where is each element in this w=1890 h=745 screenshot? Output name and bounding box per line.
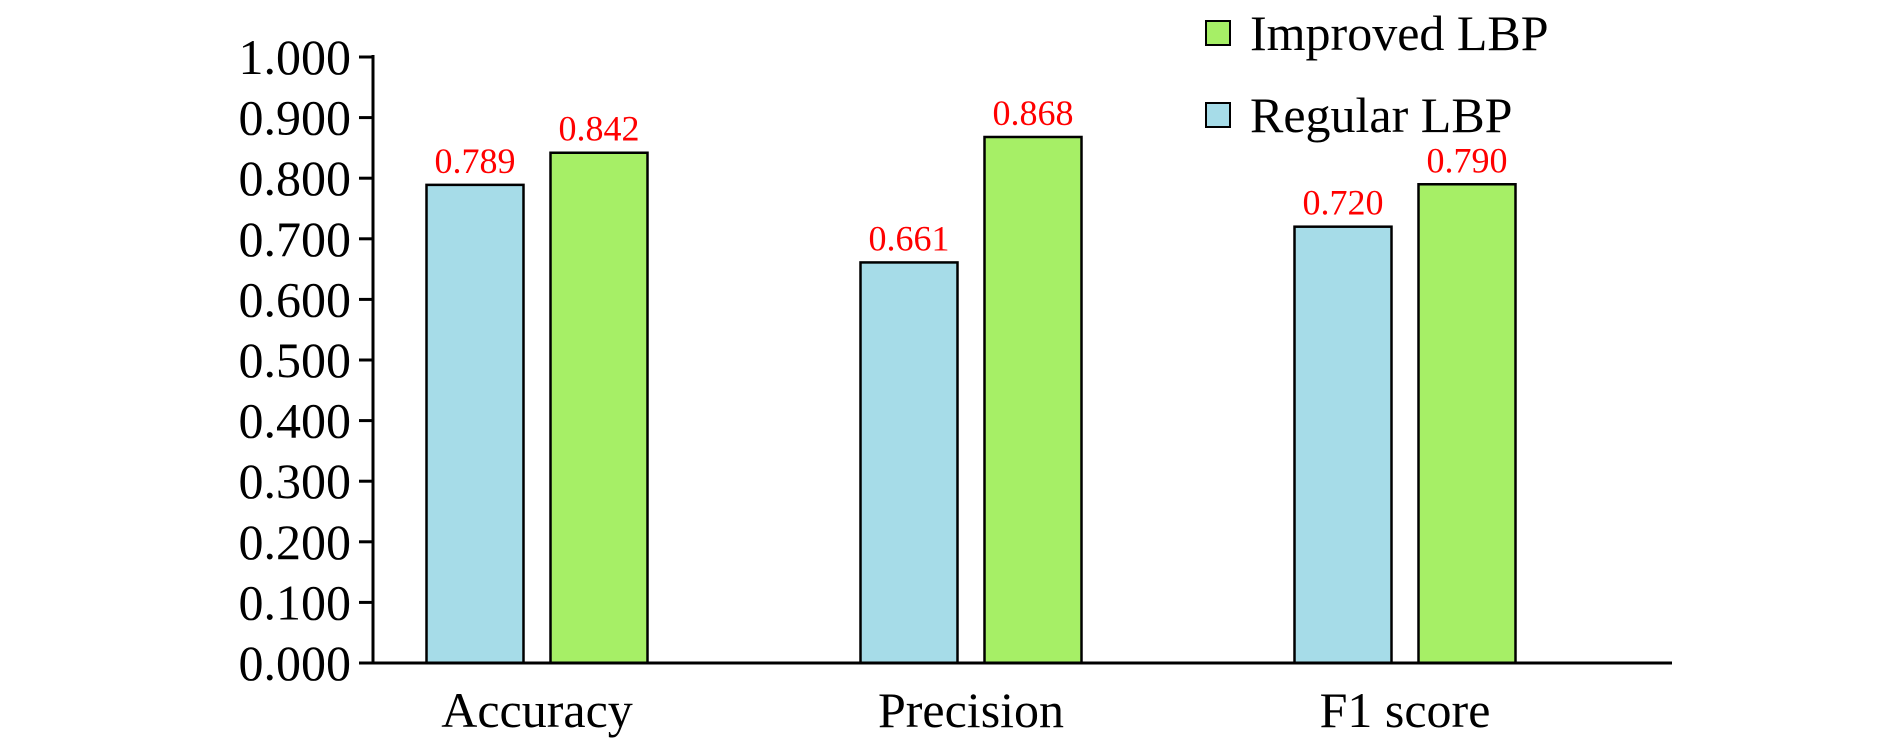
axes-group [371, 55, 1672, 665]
y-tick-label: 0.300 [239, 453, 352, 509]
y-tick-label: 0.900 [239, 90, 352, 146]
y-tick-label: 0.100 [239, 574, 352, 630]
legend-swatch [1205, 20, 1231, 46]
data-label: 0.789 [435, 141, 516, 181]
y-tick-label: 0.500 [239, 332, 352, 388]
legend-swatch [1205, 102, 1231, 128]
y-tick-label: 1.000 [239, 29, 352, 85]
y-tick-label: 0.800 [239, 150, 352, 206]
y-tick-label: 0.000 [239, 635, 352, 691]
bar-regular-lbp-f1-score [1293, 225, 1393, 665]
x-category-label: Accuracy [441, 682, 633, 738]
data-label: 0.868 [993, 93, 1074, 133]
legend-label: Regular LBP [1250, 87, 1512, 143]
x-axis-labels: Accuracy Precision F1 score [441, 682, 1490, 738]
y-tick-label: 0.700 [239, 211, 352, 267]
data-label: 0.842 [559, 109, 640, 149]
bar-regular-lbp-accuracy [425, 183, 525, 665]
y-tick-label: 0.400 [239, 393, 352, 449]
data-label: 0.790 [1427, 140, 1508, 180]
bars-group [425, 135, 1517, 665]
bar-regular-lbp-precision [859, 261, 959, 665]
y-tick-label: 0.600 [239, 271, 352, 327]
x-category-label: Precision [878, 682, 1064, 738]
y-tick-label: 0.200 [239, 514, 352, 570]
legend: Improved LBP Regular LBP [1205, 5, 1549, 143]
bar-improved-lbp-precision [983, 135, 1083, 665]
bar-improved-lbp-accuracy [549, 151, 649, 665]
data-labels-group: 0.789 0.661 0.720 0.842 0.868 0.790 [435, 93, 1508, 258]
x-category-label: F1 score [1320, 682, 1491, 738]
data-label: 0.720 [1303, 183, 1384, 223]
y-axis-ticks: 0.0000.1000.2000.3000.4000.5000.6000.700… [239, 29, 373, 691]
bar-improved-lbp-f1-score [1417, 183, 1517, 665]
data-label: 0.661 [869, 218, 950, 258]
legend-label: Improved LBP [1250, 5, 1549, 61]
